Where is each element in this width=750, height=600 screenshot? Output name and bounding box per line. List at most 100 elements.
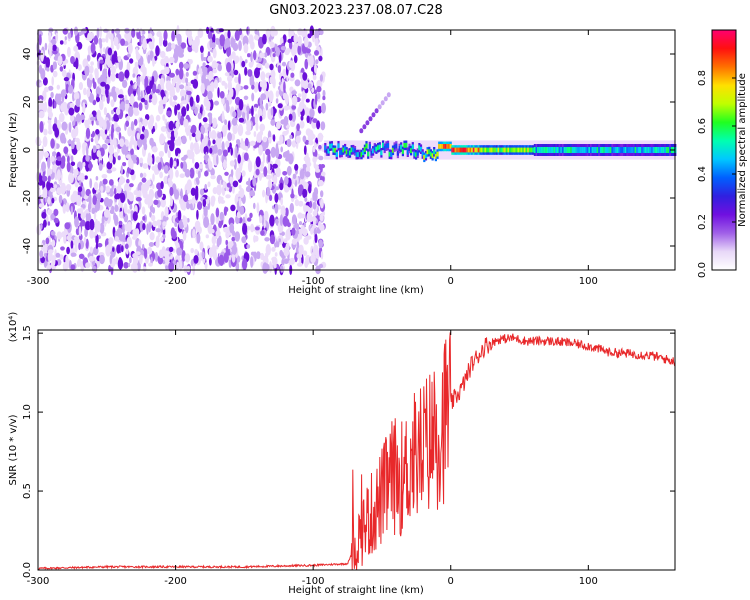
spectrogram-noise-cell: [208, 160, 213, 171]
spectrogram-noise-cell: [47, 119, 52, 125]
spectrogram-noise-cell: [269, 76, 274, 84]
spectrogram-noise-cell: [187, 44, 193, 53]
spectrogram-noise-cell: [39, 250, 44, 259]
spectrogram-noise-cell: [302, 250, 308, 256]
spectrogram-noise-cell: [265, 102, 269, 111]
spectrogram-noise-cell: [106, 75, 111, 85]
spectrogram-signal-core: [474, 147, 477, 153]
spectrogram-noise-cell: [167, 177, 172, 184]
spectrogram-signal-core: [599, 147, 603, 153]
spectrogram-signal-core: [451, 147, 454, 153]
colorbar-label: Normalized spectral amplitude: [737, 73, 748, 227]
spectrogram-noise-cell: [308, 55, 314, 68]
spectrogram-noise-cell: [114, 236, 120, 242]
spectrogram-noise-cell: [215, 214, 220, 225]
spectrogram-noise-cell: [226, 93, 230, 100]
spectrogram-noise-cell: [260, 71, 266, 82]
spectrogram-noise-cell: [95, 234, 99, 245]
y-tick-label: 0: [22, 147, 33, 153]
spectrogram-noise-cell: [100, 38, 107, 43]
spectrogram-noise-cell: [209, 38, 213, 49]
spectrogram-noise-cell: [270, 119, 276, 126]
spectrogram-noise-cell: [36, 139, 42, 145]
spectrogram-noise-cell: [246, 244, 251, 249]
spectrogram-noise-cell: [113, 91, 117, 103]
spectrogram-noise-cell: [207, 196, 210, 201]
spectrogram-noise-cell: [182, 218, 186, 223]
spectrogram-noise-cell: [247, 160, 253, 173]
spectrogram-noise-cell: [227, 120, 231, 131]
spectrogram-signal-core: [661, 147, 664, 153]
spectrogram-noise-cell: [170, 130, 176, 143]
spectrogram-noise-cell: [47, 251, 52, 263]
spectrogram-noise-cell: [244, 59, 248, 64]
spectrogram-noise-cell: [89, 178, 93, 189]
spectrogram-noise-cell: [296, 241, 300, 249]
spectrogram-noise-cell: [145, 114, 150, 121]
spectrogram-noise-cell: [43, 253, 47, 257]
spectrogram-noise-cell: [48, 97, 53, 109]
spectrogram-signal-core: [550, 147, 553, 153]
spectrogram-noise-cell: [242, 223, 248, 235]
spectrogram-noise-cell: [204, 78, 208, 90]
spectrogram-noise-cell: [178, 61, 184, 70]
spectrogram-noise-cell: [307, 83, 312, 89]
spectrogram-noise-cell: [305, 107, 310, 118]
spectrogram-noise-cell: [205, 164, 209, 169]
spectrogram-noise-cell: [142, 216, 146, 221]
spectrogram-noise-cell: [169, 168, 174, 180]
spectrogram-noise-cell: [155, 89, 160, 94]
spectrogram-noise-cell: [66, 246, 70, 255]
spectrogram-noise-cell: [132, 107, 139, 112]
spectrogram-noise-cell: [216, 237, 220, 248]
spectrogram-signal-core: [565, 147, 568, 153]
spectrogram-noise-cell: [99, 42, 103, 49]
spectrogram-signal-core: [368, 144, 371, 149]
spectrogram-noise-cell: [291, 111, 296, 122]
spectrogram-signal-core: [443, 144, 446, 149]
spectrogram-noise-cell: [308, 208, 313, 214]
spectrogram-noise-cell: [112, 247, 115, 252]
spectrogram-noise-cell: [223, 226, 230, 233]
spectrogram-noise-cell: [139, 133, 145, 140]
spectrogram-signal-core: [449, 144, 452, 149]
spectrogram-noise-cell: [142, 69, 146, 80]
spectrogram-signal-core: [637, 147, 641, 153]
spectrogram-noise-cell: [210, 196, 215, 207]
spectrogram-noise-cell: [57, 55, 63, 66]
spectrogram-signal-core: [609, 147, 612, 153]
spectrogram-noise-cell: [306, 115, 310, 124]
spectrogram-noise-cell: [85, 212, 89, 223]
spectrogram-signal-core: [492, 147, 495, 153]
spectrogram-noise-cell: [265, 174, 272, 180]
spectrogram-streak-cell: [362, 124, 367, 130]
spectrogram-noise-cell: [295, 223, 300, 230]
spectrogram-noise-cell: [173, 75, 178, 83]
spectrogram-noise-cell: [122, 162, 127, 167]
spectrogram-noise-cell: [128, 106, 134, 117]
snr-x-ticks: -300 -200 -100 0 100: [27, 330, 598, 587]
spectrogram-signal-core: [495, 147, 499, 153]
spectrogram-noise-cell: [267, 161, 271, 172]
spectrogram-noise-cell: [133, 118, 138, 126]
spectrogram-noise-cell: [188, 59, 193, 65]
spectrogram-signal-core: [466, 147, 469, 153]
spectrogram-noise-cell: [314, 63, 317, 75]
spectrogram-noise-cell: [283, 258, 290, 265]
spectrogram-signal-core: [547, 147, 550, 153]
spectrogram-noise-cell: [227, 132, 233, 142]
spectrogram-noise-cell: [128, 157, 133, 169]
spectrogram-noise-cell: [48, 85, 54, 91]
spectrogram-noise-cell: [47, 221, 51, 226]
spectrogram-signal-core: [644, 147, 647, 153]
spectrogram-noise-cell: [89, 116, 96, 121]
spectrogram-noise-cell: [177, 34, 182, 47]
spectrogram-noise-cell: [169, 72, 175, 78]
spectrogram-noise-cell: [171, 30, 176, 42]
spectrogram-noise-cell: [99, 99, 104, 111]
spectrogram-signal-core: [591, 147, 594, 153]
spectrogram-noise-cell: [100, 81, 106, 87]
spectrogram-signal-core: [324, 145, 327, 151]
spectrogram-noise-cell: [108, 179, 114, 186]
spectrogram-noise-cell: [272, 46, 275, 53]
